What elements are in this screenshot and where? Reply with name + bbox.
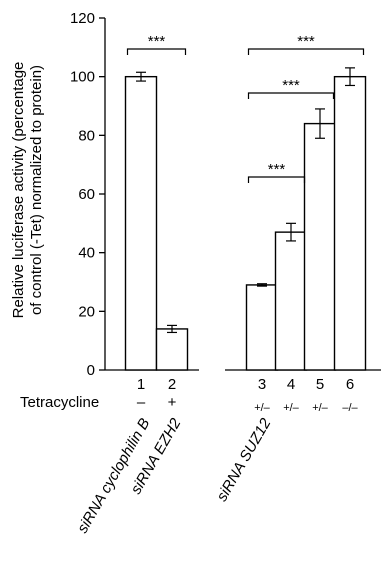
y-tick-label: 40 (78, 245, 95, 262)
category-labels: 1 2 3 4 5 6 (137, 376, 354, 393)
category-label-2: 2 (168, 376, 176, 393)
y-tick-label: 0 (87, 362, 95, 379)
tetracycline-value-3: +/– (254, 402, 270, 414)
bar-1 (124, 75, 158, 371)
y-tick-label: 20 (78, 303, 95, 320)
bars-group (124, 75, 367, 371)
bar-4 (274, 231, 308, 371)
significance-label: *** (148, 33, 166, 50)
y-tick-label: 100 (70, 69, 95, 86)
significance-bracket (126, 48, 187, 55)
bar-2 (155, 328, 189, 371)
significance-bracket (247, 92, 335, 99)
bar-5 (303, 122, 337, 371)
y-axis-label-line-2: of control (-Tet) normalized to protein) (28, 65, 45, 315)
significance-label: *** (268, 161, 286, 178)
category-label-4: 4 (287, 376, 295, 393)
bar-6 (333, 75, 367, 371)
y-axis-ticks: 0 20 40 60 80 100 120 (70, 10, 105, 379)
error-bars-group (136, 67, 355, 334)
significance-label: *** (297, 33, 315, 50)
y-tick-label: 80 (78, 127, 95, 144)
y-tick-label: 120 (70, 10, 95, 27)
tetracycline-value-6: –/– (342, 402, 358, 414)
sirna-label: siRNA SUZ12 (213, 415, 274, 504)
y-axis-label-line-1: Relative luciferase activity (percentage (10, 62, 27, 319)
significance-label: *** (282, 77, 300, 94)
significance-bracket (247, 48, 365, 55)
category-label-3: 3 (258, 376, 266, 393)
category-label-1: 1 (137, 376, 145, 393)
tetracycline-value-5: +/– (312, 402, 328, 414)
tetracycline-value-2: + (168, 394, 177, 411)
tetracycline-label: Tetracycline (20, 394, 99, 411)
category-label-5: 5 (316, 376, 324, 393)
significance-brackets: *** *** *** *** (126, 33, 365, 183)
category-label-6: 6 (346, 376, 354, 393)
tetracycline-labels: – + +/– +/– +/– –/– (137, 394, 359, 414)
tetracycline-value-4: +/– (283, 402, 299, 414)
y-tick-label: 60 (78, 186, 95, 203)
tetracycline-value-1: – (137, 394, 146, 411)
significance-bracket (247, 176, 306, 183)
bar-3 (245, 284, 279, 371)
